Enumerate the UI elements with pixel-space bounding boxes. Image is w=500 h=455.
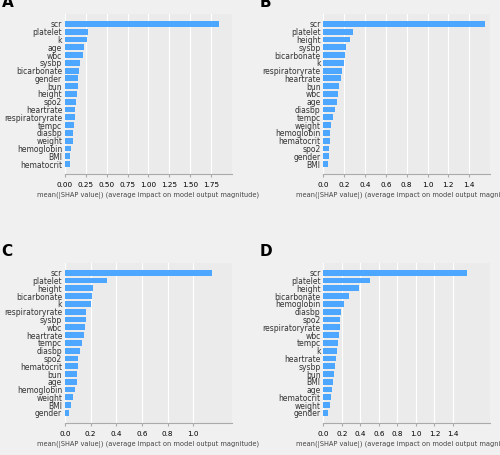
Bar [65, 36, 86, 42]
Text: B: B [260, 0, 272, 10]
Text: C: C [2, 244, 13, 259]
Bar [324, 309, 342, 314]
Bar [324, 60, 344, 66]
Bar [324, 161, 328, 167]
Bar [324, 138, 330, 144]
Bar [324, 44, 346, 50]
Bar [65, 379, 76, 385]
Bar [324, 285, 358, 291]
Bar [65, 122, 74, 128]
Bar [324, 410, 328, 416]
Bar [324, 91, 338, 97]
Text: A: A [2, 0, 14, 10]
Bar [65, 138, 72, 144]
Bar [324, 324, 340, 330]
Bar [324, 52, 345, 58]
Bar [324, 76, 340, 81]
Bar [65, 278, 108, 283]
Bar [65, 76, 78, 81]
Bar [65, 68, 79, 74]
Bar [65, 340, 82, 346]
Bar [324, 348, 337, 354]
Bar [65, 130, 74, 136]
Bar [65, 153, 70, 159]
Bar [65, 332, 84, 338]
Bar [65, 91, 77, 97]
Bar [324, 114, 332, 120]
Bar [324, 99, 338, 105]
Bar [65, 285, 93, 291]
Bar [65, 317, 86, 323]
Bar [324, 106, 335, 112]
Bar [65, 387, 76, 393]
Bar [324, 387, 332, 393]
Bar [65, 394, 72, 400]
Bar [65, 146, 71, 152]
Bar [65, 44, 84, 50]
X-axis label: mean(|SHAP value|) (average impact on model output magnitude): mean(|SHAP value|) (average impact on mo… [38, 192, 260, 199]
X-axis label: mean(|SHAP value|) (average impact on model output magnitude): mean(|SHAP value|) (average impact on mo… [38, 441, 260, 448]
Bar [324, 83, 340, 89]
Bar [65, 52, 84, 58]
Bar [324, 270, 467, 276]
Bar [324, 293, 349, 299]
Bar [65, 309, 86, 314]
Bar [324, 146, 329, 152]
Bar [65, 363, 78, 369]
Bar [65, 293, 92, 299]
Bar [324, 371, 334, 377]
Bar [65, 29, 88, 35]
Bar [324, 379, 332, 385]
Bar [65, 270, 212, 276]
Bar [324, 340, 338, 346]
Bar [65, 99, 76, 105]
Bar [65, 106, 75, 112]
Bar [65, 83, 78, 89]
Bar [324, 153, 328, 159]
Bar [65, 402, 71, 408]
Bar [65, 301, 90, 307]
Bar [324, 122, 331, 128]
Bar [65, 324, 85, 330]
Bar [65, 161, 70, 167]
Bar [324, 301, 344, 307]
Bar [65, 355, 78, 361]
Bar [324, 402, 330, 408]
Bar [324, 278, 370, 283]
Bar [65, 114, 74, 120]
Bar [324, 130, 330, 136]
Bar [324, 394, 330, 400]
X-axis label: mean(|SHAP value|) (average impact on model output magnitude): mean(|SHAP value|) (average impact on mo… [296, 192, 500, 199]
Bar [324, 29, 352, 35]
Bar [324, 355, 336, 361]
Bar [65, 410, 69, 416]
Bar [65, 60, 80, 66]
Bar [65, 348, 80, 354]
Bar [324, 21, 485, 27]
Text: D: D [260, 244, 272, 259]
Bar [324, 317, 340, 323]
Bar [65, 371, 77, 377]
Bar [324, 363, 335, 369]
Bar [65, 21, 219, 27]
Bar [324, 36, 350, 42]
Bar [324, 68, 342, 74]
X-axis label: mean(|SHAP value|) (average impact on model output magnitude): mean(|SHAP value|) (average impact on mo… [296, 441, 500, 448]
Bar [324, 332, 338, 338]
